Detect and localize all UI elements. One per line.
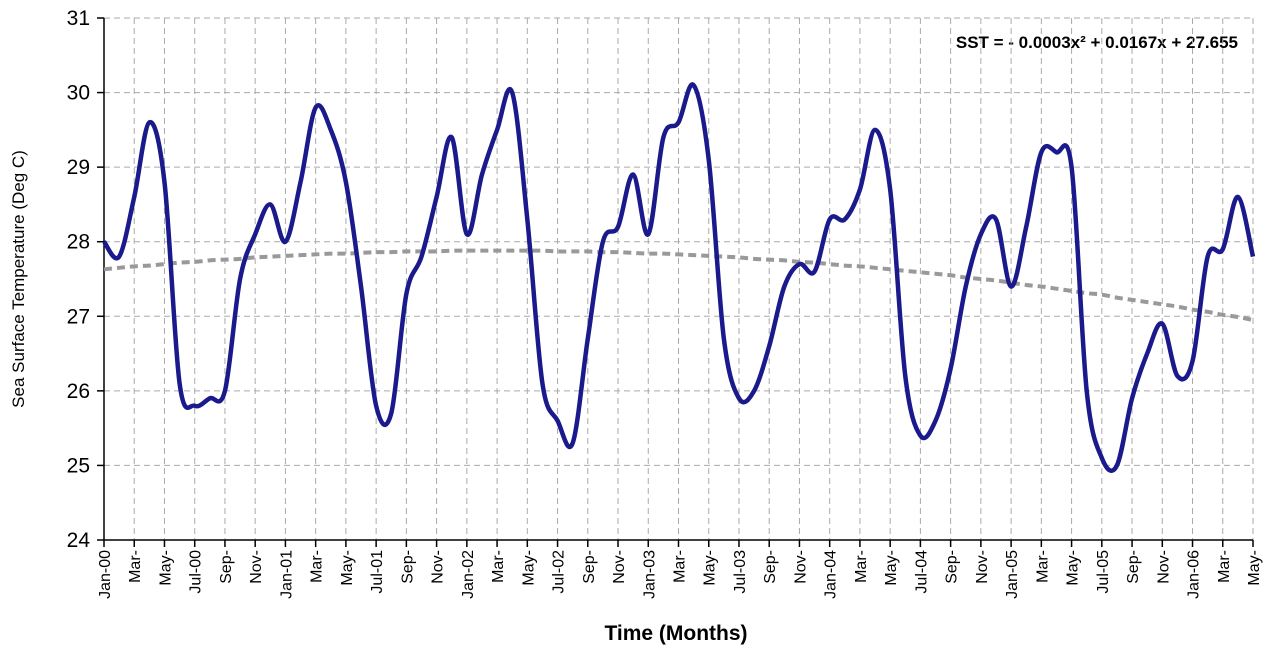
- y-tick-label: 26: [67, 380, 90, 403]
- x-tick-label: Jul-01: [369, 550, 386, 594]
- x-tick-label: Jan-05: [1004, 550, 1021, 599]
- x-tick-label: Jan-03: [641, 550, 658, 599]
- x-tick-label: Jul-00: [188, 550, 205, 594]
- x-tick-label: Nov-: [1155, 550, 1172, 584]
- x-tick-label: Nov-: [430, 550, 447, 584]
- x-tick-label: May-: [339, 550, 356, 586]
- y-tick-label: 28: [67, 231, 90, 254]
- y-tick-label: 29: [67, 156, 90, 179]
- x-tick-label: Sep-: [762, 550, 779, 584]
- x-tick-label: Jan-00: [97, 550, 114, 599]
- x-tick-label: Jan-06: [1186, 550, 1203, 599]
- x-tick-label: May-: [1065, 550, 1082, 586]
- x-tick-label: May-: [157, 550, 174, 586]
- data-line: [102, 82, 1256, 473]
- x-tick-label: May-: [520, 550, 537, 586]
- x-tick-label: Jan-02: [460, 550, 477, 599]
- x-tick-label: Mar-: [1034, 550, 1051, 583]
- x-axis-title: Time (Months): [604, 622, 747, 645]
- y-tick-label: 31: [67, 7, 90, 30]
- x-tick-label: Nov-: [792, 550, 809, 584]
- x-tick-label: Mar-: [1216, 550, 1233, 583]
- x-tick-label: Jul-03: [732, 550, 749, 594]
- x-tick-label: Jan-01: [278, 550, 295, 599]
- trend-line: [103, 248, 1254, 322]
- y-tick-label: 24: [67, 529, 91, 552]
- x-tick-label: May-: [702, 550, 719, 586]
- x-tick-label: Nov-: [248, 550, 265, 584]
- x-tick-label: Jul-05: [1095, 550, 1112, 594]
- x-tick-label: Mar-: [309, 550, 326, 583]
- x-tick-label: Sep-: [218, 550, 235, 584]
- x-tick-label: Sep-: [399, 550, 416, 584]
- x-tick-label: Mar-: [853, 550, 870, 583]
- y-tick-label: 27: [67, 305, 90, 328]
- x-tick-label: Jul-04: [913, 550, 930, 594]
- x-tick-label: Nov-: [974, 550, 991, 584]
- x-tick-label: Jan-04: [823, 550, 840, 599]
- x-tick-label: Sep-: [581, 550, 598, 584]
- x-tick-label: May-: [1246, 550, 1263, 586]
- y-axis-title: Sea Surface Temperature (Deg C): [9, 150, 28, 408]
- x-tick-label: Sep-: [944, 550, 961, 584]
- x-tick-label: Nov-: [611, 550, 628, 584]
- x-tick-label: May-: [883, 550, 900, 586]
- x-tick-label: Sep-: [1125, 550, 1142, 584]
- x-tick-label: Mar-: [490, 550, 507, 583]
- x-tick-label: Mar-: [127, 550, 144, 583]
- y-tick-label: 30: [67, 82, 90, 105]
- x-tick-label: Mar-: [672, 550, 689, 583]
- equation: SST = - 0.0003x² + 0.0167x + 27.655: [956, 33, 1238, 52]
- x-tick-label: Jul-02: [551, 550, 568, 594]
- y-tick-label: 25: [67, 454, 90, 477]
